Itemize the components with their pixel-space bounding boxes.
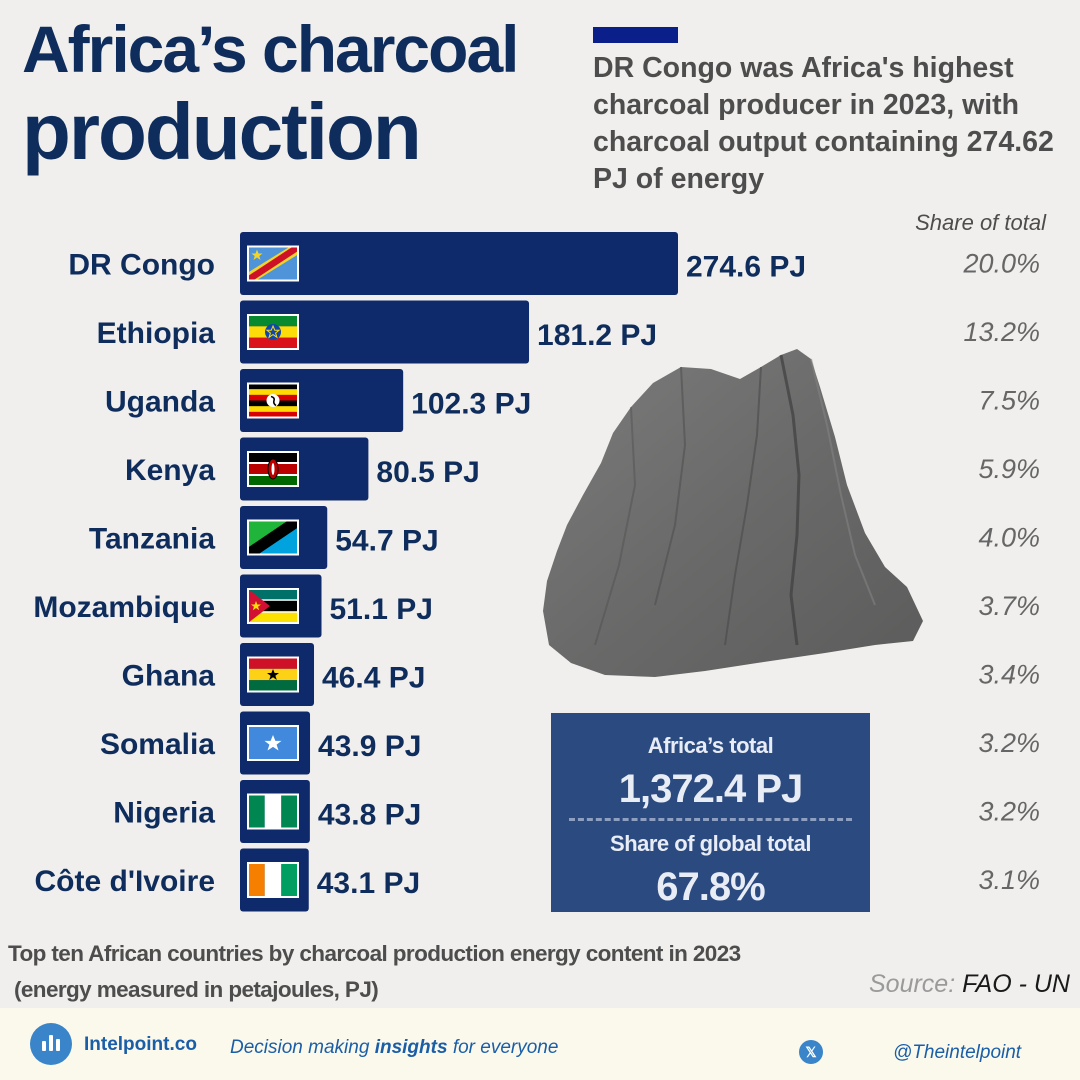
category-label-uganda: Uganda [105,386,215,419]
share-label-nigeria: 3.2% [978,797,1040,827]
flag-ethiopia-icon [247,314,299,350]
value-label-mozambique: 51.1 PJ [330,593,433,626]
category-label-cote-d-ivoire: Côte d'Ivoire [35,865,216,898]
bar-row-uganda: Uganda 102.3 PJ 7.5% [105,369,1040,432]
global-share-value: 67.8% [656,865,765,909]
flag-cote-d-ivoire-icon [247,862,299,898]
bar-chart-logo-icon[interactable] [30,1023,72,1065]
value-label-tanzania: 54.7 PJ [335,525,438,558]
share-label-kenya: 5.9% [978,454,1040,484]
flag-mozambique-icon [247,588,299,624]
category-label-somalia: Somalia [100,728,215,761]
bar-dr-congo [240,232,678,295]
bar-row-nigeria: Nigeria 43.8 PJ 3.2% [113,780,1040,843]
value-label-uganda: 102.3 PJ [411,388,531,421]
flag-somalia-icon [247,725,299,761]
caption-line-1: Top ten African countries by charcoal pr… [8,941,741,966]
value-label-somalia: 43.9 PJ [318,730,421,763]
bar-row-tanzania: Tanzania 54.7 PJ 4.0% [89,506,1040,569]
bar-row-ghana: Ghana 46.4 PJ 3.4% [122,643,1040,706]
global-share-label: Share of global total [610,831,811,856]
bar-row-ethiopia: Ethiopia 181.2 PJ 13.2% [97,300,1040,364]
summary-box: Africa’s total 1,372.4 PJ Share of globa… [551,713,870,912]
value-label-nigeria: 43.8 PJ [318,799,421,832]
share-label-dr-congo: 20.0% [962,249,1040,279]
share-label-ethiopia: 13.2% [963,317,1040,347]
subtitle: DR Congo was Africa's highest charcoal p… [593,52,1054,195]
page-title: Africa’s charcoal production [22,12,519,176]
bar-row-mozambique: Mozambique 51.1 PJ 3.7% [33,574,1040,638]
bar-chart: DR Congo 274.6 PJ 20.0% Ethiopia 181.2 PJ 13.… [33,232,1040,912]
category-label-dr-congo: DR Congo [68,249,215,282]
flag-kenya-icon [247,451,299,487]
chart-caption: Top ten African countries by charcoal pr… [8,936,741,1008]
category-label-tanzania: Tanzania [89,523,215,556]
africa-total-value: 1,372.4 PJ [618,767,804,811]
tagline-bold: insights [374,1037,448,1058]
bar-row-dr-congo: DR Congo 274.6 PJ 20.0% [68,232,1040,295]
bar-row-cote-d-ivoire: Côte d'Ivoire 43.1 PJ 3.1% [35,848,1040,912]
flag-dr-congo-icon [247,245,299,282]
flag-uganda-icon [247,382,299,419]
bar-ethiopia [240,300,530,364]
tagline-pre: Decision making [230,1037,370,1058]
bar-row-somalia: Somalia 43.9 PJ 3.2% [100,711,1040,775]
value-label-ghana: 46.4 PJ [322,662,425,695]
dashed-divider [569,818,852,821]
source-note: Source: FAO - UN [869,970,1070,999]
africa-total-label: Africa’s total [647,733,774,758]
source-label: Source: [869,970,956,998]
share-label-uganda: 7.5% [978,386,1040,416]
flag-nigeria-icon [247,793,299,830]
share-label-ghana: 3.4% [978,660,1040,690]
category-label-kenya: Kenya [125,454,215,487]
value-label-ethiopia: 181.2 PJ [537,319,657,352]
accent-bar [593,27,678,43]
category-label-ghana: Ghana [122,660,216,693]
category-label-ethiopia: Ethiopia [97,317,216,350]
social-handle-link[interactable]: @Theintelpoint [893,1042,1022,1063]
value-label-kenya: 80.5 PJ [376,456,479,489]
x-logo-icon[interactable]: 𝕏 [799,1040,823,1064]
value-label-cote-d-ivoire: 43.1 PJ [317,867,420,900]
caption-line-2: (energy measured in petajoules, PJ) [14,977,379,1002]
title-line-1: Africa’s charcoal [22,12,519,86]
category-label-mozambique: Mozambique [33,591,215,624]
flag-tanzania-icon [247,519,299,556]
share-label-somalia: 3.2% [978,728,1040,758]
bar-row-kenya: Kenya 80.5 PJ 5.9% [125,437,1040,501]
charcoal-lump-image [543,349,923,677]
share-of-total-header: Share of total [915,210,1046,235]
title-line-2: production [22,87,422,176]
value-label-dr-congo: 274.6 PJ [686,251,806,284]
footer: Intelpoint.co Decision making insights f… [0,1008,1080,1080]
share-label-mozambique: 3.7% [978,591,1040,621]
flag-ghana-icon [247,656,299,693]
tagline-post: for everyone [452,1037,559,1058]
share-label-cote-d-ivoire: 3.1% [978,865,1040,895]
brand-link[interactable]: Intelpoint.co [84,1034,197,1055]
category-label-nigeria: Nigeria [113,797,215,830]
source-value: FAO - UN [962,970,1070,998]
tagline: Decision making insights for everyone [230,1037,558,1059]
share-label-tanzania: 4.0% [978,523,1040,553]
